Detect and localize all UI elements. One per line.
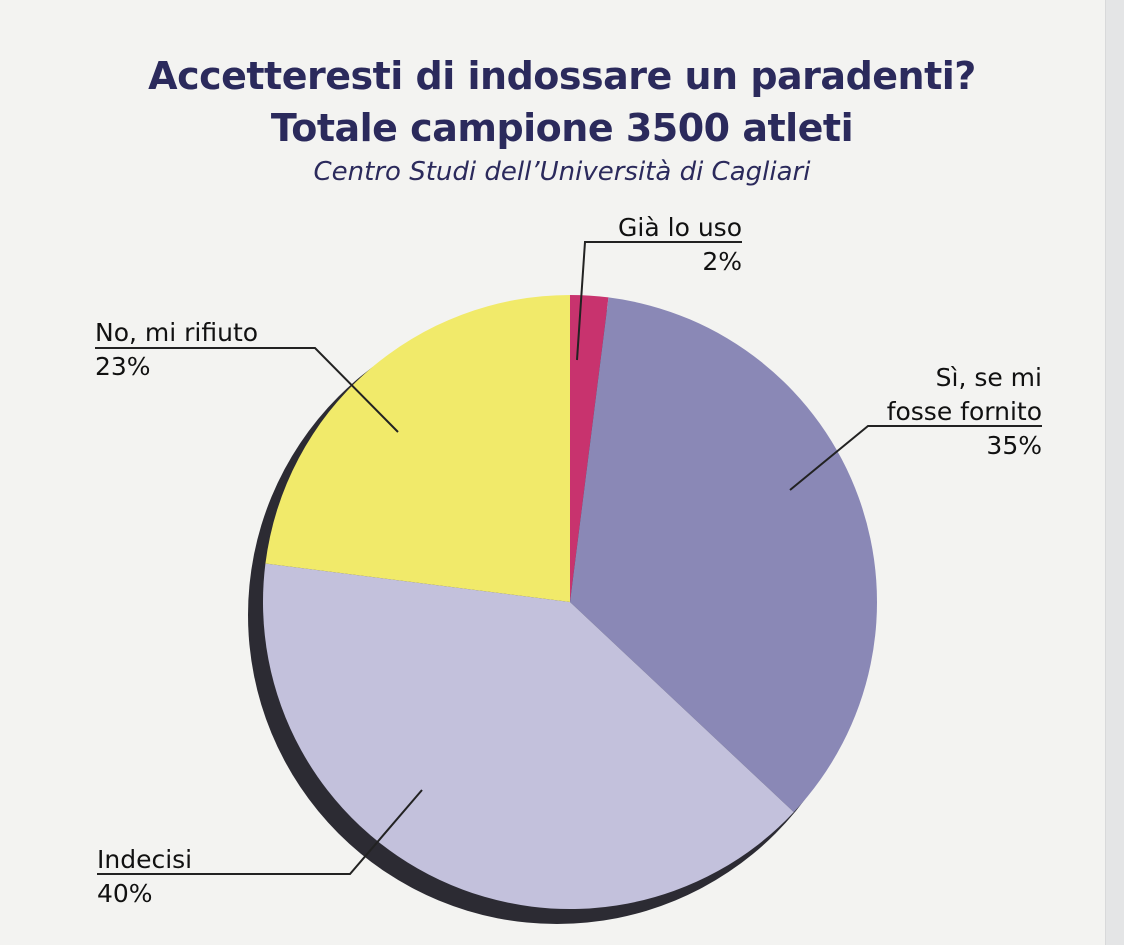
- pie-slice-indecisi: [262, 563, 794, 910]
- slice-label-si-se-mi-fosse-fornito-1: Sì, se mi: [936, 363, 1042, 392]
- slice-percent-si-se-mi-fosse-fornito: 35%: [986, 431, 1042, 460]
- leader-line-no-mi-rifiuto: [95, 347, 399, 433]
- chart-title-line-2: Totale campione 3500 atleti: [270, 106, 854, 150]
- slice-label-no-mi-rifiuto-1: No, mi rifiuto: [95, 318, 258, 347]
- label-leaders: [95, 241, 1042, 875]
- slice-labels: Già lo uso 2% Sì, se mi fosse fornito 35% Ind…: [95, 213, 1042, 908]
- chart-title-line-1: Accetteresti di indossare un paradenti?: [148, 54, 976, 98]
- slice-percent-no-mi-rifiuto: 23%: [95, 352, 151, 381]
- leader-line-gia-lo-uso: [576, 241, 742, 361]
- slice-label-gia-lo-uso-1: Già lo uso: [618, 213, 742, 242]
- pie-slice-si-se-mi-fosse-fornito: [570, 297, 878, 813]
- slice-percent-indecisi: 40%: [97, 879, 153, 908]
- slice-percent-gia-lo-uso: 2%: [702, 247, 742, 276]
- slice-label-si-se-mi-fosse-fornito-2: fosse fornito: [887, 397, 1042, 426]
- leader-line-indecisi: [97, 789, 423, 875]
- chart-subtitle: Centro Studi dell’Università di Cagliari: [313, 157, 811, 187]
- pie-slices: [262, 295, 878, 910]
- pie-slice-gia-lo-uso: [570, 295, 609, 602]
- slice-label-indecisi-1: Indecisi: [97, 845, 192, 874]
- page-edge: [1105, 0, 1124, 945]
- pie-slice-no-mi-rifiuto: [265, 295, 570, 602]
- leader-line-si-se-mi-fosse-fornito: [789, 425, 1042, 491]
